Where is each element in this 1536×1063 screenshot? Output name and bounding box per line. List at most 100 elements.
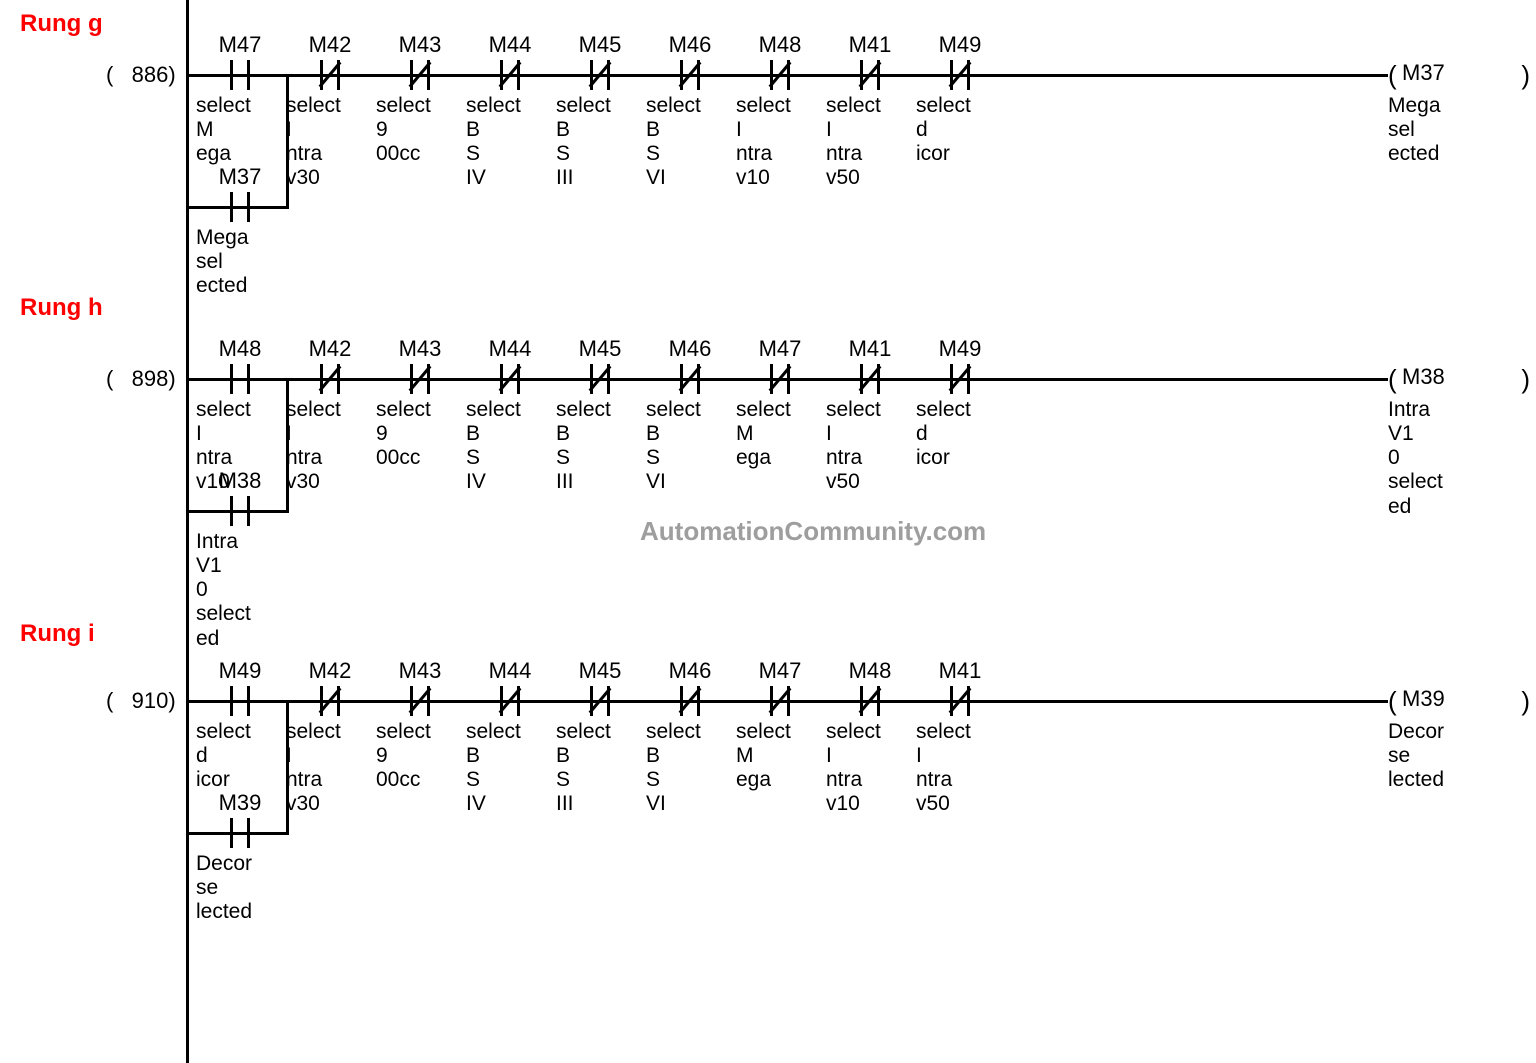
contact: M48 selectIntrav10 [826,658,914,817]
latch-contact: M38 IntraV10selected [196,468,284,651]
contact-description: selectdicor [916,94,1004,166]
contact-description: selectIntrav30 [286,720,374,817]
contact: M42 selectIntrav30 [286,658,374,817]
contact-symbol-nc [646,686,734,716]
left-power-rail [186,0,189,1063]
contact-symbol-nc [646,60,734,90]
contact-symbol-no [196,60,284,90]
contact-address: M49 [916,336,1004,362]
contact: M47 selectMega [196,32,284,166]
contact-address: M47 [196,32,284,58]
contact-symbol-nc [466,364,554,394]
contact-symbol-nc [286,364,374,394]
contact-description: selectBSIV [466,398,554,495]
contact: M49 selectdicor [916,336,1004,470]
contact-address: M41 [826,336,914,362]
contact-description: selectdicor [196,720,284,792]
contact-address: M44 [466,658,554,684]
contact: M47 selectMega [736,336,824,470]
contact: M46 selectBSVI [646,658,734,817]
contact-symbol-nc [826,364,914,394]
contact-symbol-nc [376,364,464,394]
coil-address: M38 [1402,364,1445,390]
contact-description: Megaselected [196,226,284,298]
contact-description: selectBSVI [646,720,734,817]
contact: M41 selectIntrav50 [826,32,914,191]
contact-description: selectBSIII [556,720,644,817]
contact: M45 selectBSIII [556,32,644,191]
contact-description: selectBSIV [466,720,554,817]
contact-symbol-nc [826,60,914,90]
contact-description: selectMega [736,398,824,470]
contact-description: selectIntrav30 [286,94,374,191]
contact: M45 selectBSIII [556,658,644,817]
contact: M44 selectBSIV [466,336,554,495]
contact-address: M47 [736,336,824,362]
latch-contact: M37 Megaselected [196,164,284,298]
contact-symbol-nc [916,686,1004,716]
contact-description: selectIntrav50 [916,720,1004,817]
contact-description: select900cc [376,94,464,166]
contact-address: M49 [196,658,284,684]
contact-symbol-nc [556,60,644,90]
contact-address: M42 [286,32,374,58]
contact: M44 selectBSIV [466,32,554,191]
contact-symbol-no [196,192,284,222]
contact: M46 selectBSVI [646,336,734,495]
contact-description: selectBSVI [646,94,734,191]
contact-address: M42 [286,658,374,684]
contact-description: selectIntrav50 [826,398,914,495]
contact-description: select900cc [376,398,464,470]
contact-symbol-nc [916,60,1004,90]
latch-contact: M39 Decorselected [196,790,284,924]
contact: M43 select900cc [376,658,464,792]
contact-symbol-nc [466,60,554,90]
contact-description: Decorselected [196,852,284,924]
coil-description: Megaselected [1388,94,1518,166]
contact-description: selectBSIII [556,398,644,495]
contact: M41 selectIntrav50 [916,658,1004,817]
contact-description: selectIntrav50 [826,94,914,191]
contact-symbol-no [196,364,284,394]
contact-symbol-nc [556,364,644,394]
contact-description: selectBSIII [556,94,644,191]
contact-address: M49 [916,32,1004,58]
output-coil: ( M37 ) Megaselected [1388,62,1518,166]
contact-symbol-nc [466,686,554,716]
contact-symbol-nc [916,364,1004,394]
contact-symbol-nc [376,60,464,90]
contact: M47 selectMega [736,658,824,792]
contact: M45 selectBSIII [556,336,644,495]
coil-description: IntraV10selected [1388,398,1518,519]
contact-address: M46 [646,32,734,58]
contact-address: M43 [376,336,464,362]
contact: M43 select900cc [376,336,464,470]
contact: M42 selectIntrav30 [286,32,374,191]
contact-symbol-nc [736,686,824,716]
contact-description: selectdicor [916,398,1004,470]
contact-address: M45 [556,32,644,58]
contact-address: M46 [646,336,734,362]
contact-description: select900cc [376,720,464,792]
contact-address: M48 [826,658,914,684]
contact: M42 selectIntrav30 [286,336,374,495]
contact-address: M45 [556,336,644,362]
contact-description: selectIntrav10 [736,94,824,191]
contact: M48 selectIntrav10 [736,32,824,191]
contact-address: M37 [196,164,284,190]
coil-description: Decorselected [1388,720,1518,792]
contact: M44 selectBSIV [466,658,554,817]
contact-address: M43 [376,658,464,684]
contact-address: M43 [376,32,464,58]
contact: M46 selectBSVI [646,32,734,191]
contact-symbol-nc [736,364,824,394]
contact-address: M46 [646,658,734,684]
contact-symbol-nc [826,686,914,716]
contact-description: selectMega [196,94,284,166]
contact-description: selectMega [736,720,824,792]
contact-symbol-no [196,686,284,716]
contact-description: selectIntrav30 [286,398,374,495]
contact-address: M47 [736,658,824,684]
contact: M43 select900cc [376,32,464,166]
contact: M49 selectdicor [196,658,284,792]
